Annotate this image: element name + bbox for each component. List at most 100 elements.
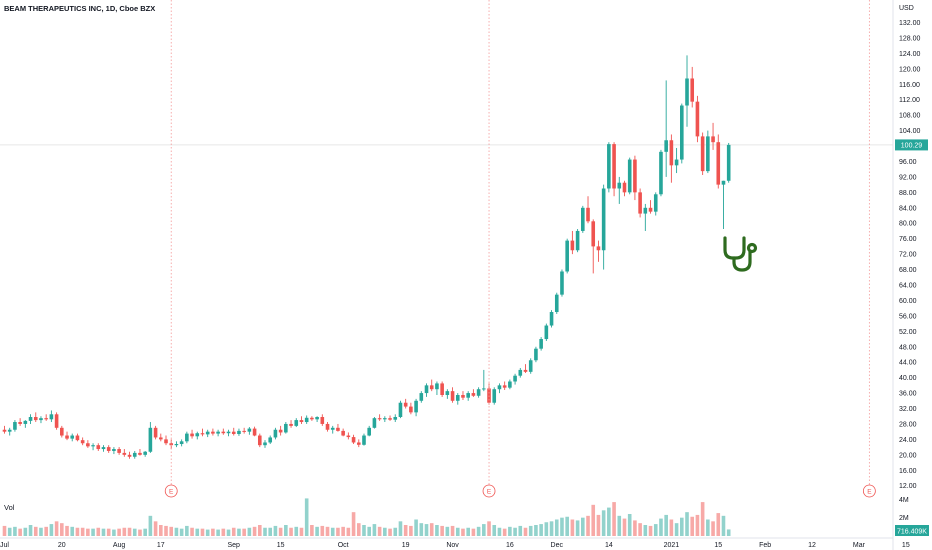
candle-body — [383, 418, 387, 420]
volume-bar — [44, 526, 48, 536]
volume-bar — [638, 523, 642, 536]
time-tick-label: Sep — [228, 542, 241, 549]
volume-bar — [388, 528, 392, 536]
volume-bar — [461, 528, 465, 536]
volume-bar — [284, 525, 288, 536]
candle-body — [471, 393, 476, 396]
earnings-marker[interactable] — [862, 484, 876, 498]
candle-body — [28, 417, 33, 421]
candle-body — [721, 180, 726, 185]
volume-bar — [341, 526, 345, 536]
time-tick-label: 2021 — [664, 542, 680, 549]
time-tick-label: Oct — [338, 542, 349, 549]
time-tick-label: 14 — [605, 542, 613, 549]
candle-body — [523, 369, 528, 372]
candle-body — [711, 136, 715, 143]
volume-bar — [289, 527, 293, 536]
time-tick-label: 19 — [402, 542, 410, 549]
candle-body — [398, 402, 403, 418]
candle-body — [320, 417, 325, 424]
volume-bar — [127, 527, 132, 536]
candle-body — [205, 431, 210, 435]
candle-body — [164, 439, 168, 444]
candle-body — [112, 449, 116, 451]
candle-body — [237, 430, 241, 434]
volume-bar — [721, 515, 726, 536]
volume-bar — [581, 517, 585, 536]
time-tick-label: Nov — [446, 542, 459, 549]
candle-body — [190, 433, 194, 437]
candle-body — [106, 447, 111, 451]
volume-bar — [247, 527, 252, 536]
candle-body — [310, 417, 314, 420]
time-tick-label: 17 — [157, 542, 165, 549]
volume-bar — [310, 525, 314, 536]
volume-bar — [502, 528, 507, 536]
volume-bar — [268, 527, 273, 536]
candle-body — [80, 440, 85, 444]
candle-body — [242, 430, 246, 432]
candle-body — [518, 369, 523, 376]
candle-body — [607, 144, 611, 189]
price-tick-label: 96.00 — [899, 159, 917, 166]
volume-bar — [7, 527, 12, 536]
volume-bar — [383, 527, 387, 536]
volume-bar — [164, 525, 168, 536]
candle-body — [132, 452, 137, 457]
volume-bar — [622, 518, 627, 536]
candle-body — [669, 140, 674, 166]
time-tick-label: Jul — [0, 542, 9, 549]
candle-body — [700, 136, 705, 172]
time-axis[interactable]: Jul 20 Aug 17 Sep 15 Oct 19 Nov 16 Dec 14 2021 15 Feb 1… — [0, 537, 910, 549]
volume-bar — [325, 526, 330, 536]
volume-bar — [377, 526, 382, 536]
volume-bar — [356, 523, 361, 536]
volume-bar — [591, 504, 596, 536]
volume-bar — [450, 525, 455, 536]
last-volume-value: 716.409K — [897, 529, 927, 536]
time-tick-label: 16 — [506, 542, 514, 549]
volume-bar — [205, 529, 210, 536]
earnings-marker[interactable] — [164, 484, 178, 498]
candle-body — [695, 101, 700, 137]
price-unit-label: USD — [899, 5, 914, 12]
volume-bar — [174, 527, 179, 536]
candle-body — [252, 428, 257, 436]
candle-body — [455, 395, 460, 401]
volume-bar — [263, 527, 267, 536]
volume-bar — [65, 525, 69, 536]
volume-bar — [549, 521, 554, 536]
volume-bar — [23, 527, 28, 536]
candle-body — [653, 194, 658, 212]
chart-title: BEAM THERAPEUTICS INC, 1D, Cboe BZX — [4, 4, 155, 13]
candle-body — [643, 207, 648, 214]
candle-body — [508, 381, 512, 388]
candle-body — [409, 406, 413, 413]
price-tick-label: 68.00 — [899, 267, 917, 274]
candle-body — [528, 360, 533, 372]
candle-body — [65, 435, 69, 439]
time-tick-labels: Jul 20 Aug 17 Sep 15 Oct 19 Nov 16 Dec 14 2021 15 Feb 1… — [0, 542, 910, 549]
candle-body — [273, 429, 278, 438]
candle-body — [601, 188, 606, 251]
volume-bar — [60, 523, 64, 536]
candle-body — [450, 391, 455, 401]
volume-bar — [257, 525, 262, 536]
candle-body — [726, 144, 731, 181]
earnings-marker[interactable] — [482, 484, 496, 498]
price-tick-label: 124.00 — [899, 51, 921, 58]
volume-bar — [195, 528, 200, 536]
volume-bar — [351, 512, 356, 536]
candle-body — [367, 427, 371, 436]
volume-bar — [179, 528, 184, 536]
volume-bar — [586, 515, 590, 536]
volume-bar — [648, 525, 653, 536]
price-tick-label: 56.00 — [899, 313, 917, 320]
volume-bar — [601, 510, 606, 536]
candle-body — [466, 393, 470, 398]
volume-bar — [299, 527, 304, 536]
candle-body — [216, 431, 220, 434]
volume-bar — [560, 517, 564, 536]
volume-bar — [398, 521, 403, 536]
